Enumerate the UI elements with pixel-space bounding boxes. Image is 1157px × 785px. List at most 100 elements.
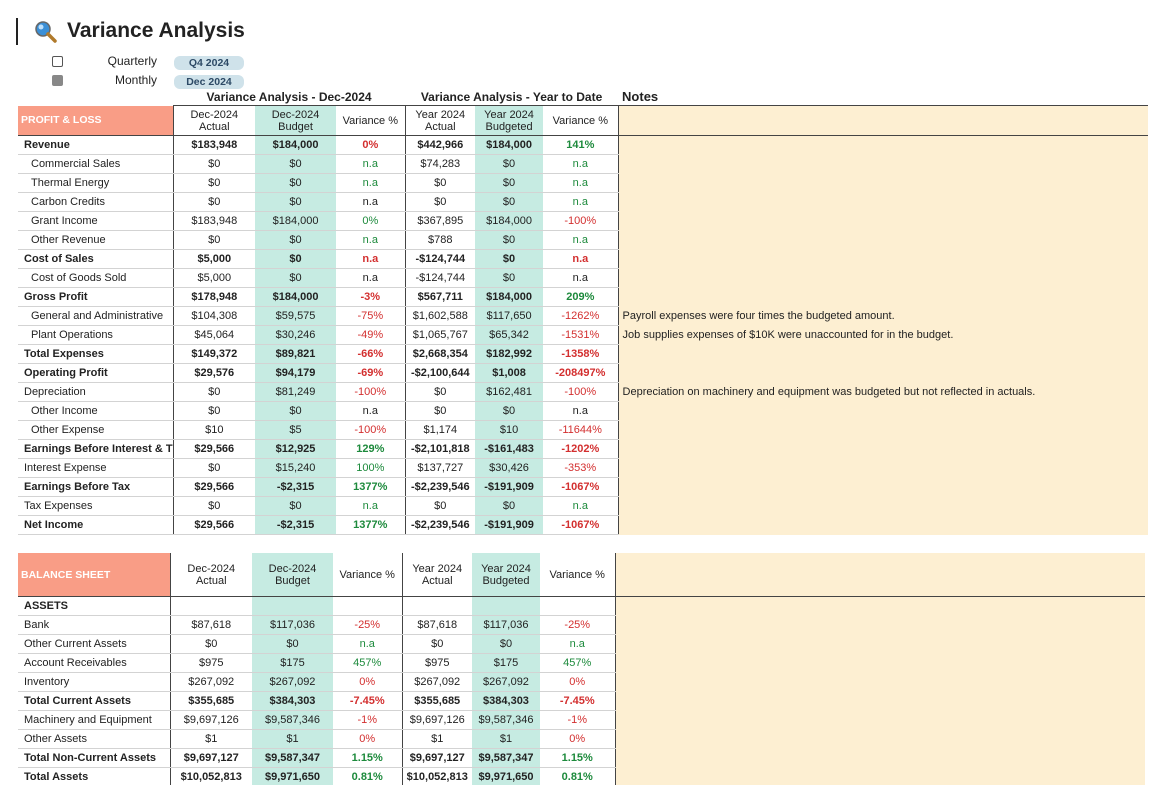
row-label: Depreciation bbox=[18, 382, 174, 402]
value-cell: $0 bbox=[475, 401, 544, 421]
row-label: Earnings Before Interest & T bbox=[18, 439, 174, 459]
note-cell bbox=[618, 154, 1149, 174]
value-cell: $9,587,347 bbox=[472, 748, 540, 768]
column-header-line: Variance % bbox=[339, 568, 395, 581]
row-label: Other Current Assets bbox=[18, 634, 171, 654]
value-cell: $0 bbox=[173, 458, 256, 478]
filter-row: Monthly Dec 2024 bbox=[52, 73, 252, 89]
column-header-line: Variance % bbox=[342, 114, 399, 127]
value-cell: $0 bbox=[475, 230, 544, 250]
value-cell: $9,697,126 bbox=[402, 710, 472, 730]
value-cell: $81,249 bbox=[255, 382, 337, 402]
group-header: Variance Analysis - Dec-2024 bbox=[173, 89, 406, 106]
column-header-line: Actual bbox=[421, 574, 453, 587]
value-cell bbox=[170, 596, 252, 616]
column-header: Variance % bbox=[333, 553, 403, 597]
section-title: BALANCE SHEET bbox=[18, 553, 171, 597]
row-label: Other Assets bbox=[18, 729, 171, 749]
variance-cell: 0% bbox=[333, 672, 403, 692]
section-title: PROFIT & LOSS bbox=[18, 105, 174, 136]
row-label: Other Revenue bbox=[18, 230, 174, 250]
variance-cell: n.a bbox=[543, 230, 619, 250]
value-cell: $267,092 bbox=[472, 672, 540, 692]
value-cell: $45,064 bbox=[173, 325, 256, 345]
value-cell: $267,092 bbox=[252, 672, 333, 692]
row-label: Operating Profit bbox=[18, 363, 174, 383]
checkbox[interactable] bbox=[52, 56, 63, 67]
value-cell: $384,303 bbox=[252, 691, 333, 711]
title-bar bbox=[16, 18, 18, 45]
row: Bank $87,618 $117,036 -25% $87,618 $117,036 -2… bbox=[18, 615, 1145, 635]
variance-cell: n.a bbox=[540, 634, 616, 654]
value-cell: -$124,744 bbox=[405, 249, 476, 269]
column-header-line: Year 2024 bbox=[481, 562, 531, 575]
row: Other Current Assets $0 $0 n.a $0 $0 n.a bbox=[18, 634, 1145, 654]
value-cell: $117,036 bbox=[252, 615, 333, 635]
value-cell: $788 bbox=[405, 230, 476, 250]
variance-cell: 0.81% bbox=[333, 767, 403, 785]
row: Other Assets $1 $1 0% $1 $1 0% bbox=[18, 729, 1145, 749]
row-label: Total Assets bbox=[18, 767, 171, 785]
row: Cost of Goods Sold $5,000 $0 n.a -$124,744 $0… bbox=[18, 268, 1149, 288]
row: Depreciation $0 $81,249 -100% $0 $162,481 -100… bbox=[18, 382, 1149, 402]
row: Other Income $0 $0 n.a $0 $0 n.a bbox=[18, 401, 1149, 421]
value-cell: $0 bbox=[255, 230, 337, 250]
value-cell: $149,372 bbox=[173, 344, 256, 364]
variance-cell: -1262% bbox=[543, 306, 619, 326]
variance-cell: n.a bbox=[543, 268, 619, 288]
note-cell bbox=[618, 249, 1149, 269]
note-cell bbox=[618, 230, 1149, 250]
value-cell: $1 bbox=[170, 729, 252, 749]
row: Revenue $183,948 $184,000 0% $442,966 $184,00… bbox=[18, 135, 1149, 155]
row-label: General and Administrative bbox=[18, 306, 174, 326]
variance-cell: n.a bbox=[336, 401, 406, 421]
value-cell: $0 bbox=[475, 496, 544, 516]
row: Net Income $29,566 -$2,315 1377% -$2,239,546… bbox=[18, 515, 1149, 535]
column-header-row: BALANCE SHEET Dec-2024 Actual Dec-2024 Budge… bbox=[18, 553, 1145, 597]
value-cell: $0 bbox=[252, 634, 333, 654]
value-cell: $0 bbox=[475, 192, 544, 212]
value-cell bbox=[472, 596, 540, 616]
value-cell: $0 bbox=[472, 634, 540, 654]
value-cell: $0 bbox=[173, 401, 256, 421]
variance-cell: -100% bbox=[336, 382, 406, 402]
column-header: Year 2024 Actual bbox=[405, 105, 476, 136]
value-cell: -$161,483 bbox=[475, 439, 544, 459]
column-header: Year 2024 Budgeted bbox=[472, 553, 540, 597]
variance-cell: -100% bbox=[336, 420, 406, 440]
row: Total Assets $10,052,813 $9,971,650 0.81% $1… bbox=[18, 767, 1145, 785]
column-header-row: PROFIT & LOSS Dec-2024 Actual Dec-2024 Budge… bbox=[18, 105, 1149, 136]
row: Cost of Sales $5,000 $0 n.a -$124,744 $0 n.a bbox=[18, 249, 1149, 269]
note-cell bbox=[615, 653, 1145, 673]
value-cell: $9,587,347 bbox=[252, 748, 333, 768]
notes-cell bbox=[615, 553, 1145, 597]
value-cell: -$2,239,546 bbox=[405, 477, 476, 497]
row: Gross Profit $178,948 $184,000 -3% $567,711 $… bbox=[18, 287, 1149, 307]
row-label: Net Income bbox=[18, 515, 174, 535]
value-cell: $183,948 bbox=[173, 211, 256, 231]
value-cell: $5,000 bbox=[173, 268, 256, 288]
row-label: Plant Operations bbox=[18, 325, 174, 345]
value-cell: $0 bbox=[255, 268, 337, 288]
row: Account Receivables $975 $175 457% $975 $175 4… bbox=[18, 653, 1145, 673]
filter-value[interactable]: Dec 2024 bbox=[174, 75, 244, 89]
column-header-line: Dec-2024 bbox=[190, 108, 239, 121]
variance-cell: -7.45% bbox=[540, 691, 616, 711]
value-cell: $0 bbox=[405, 173, 476, 193]
variance-cell: -1067% bbox=[543, 477, 619, 497]
value-cell: $0 bbox=[173, 173, 256, 193]
value-cell: $183,948 bbox=[173, 135, 256, 155]
checkbox[interactable] bbox=[52, 75, 63, 86]
row: Total Current Assets $355,685 $384,303 -7.4… bbox=[18, 691, 1145, 711]
filter-row: Quarterly Q4 2024 bbox=[52, 54, 252, 70]
row: Total Expenses $149,372 $89,821 -66% $2,668,… bbox=[18, 344, 1149, 364]
variance-cell: 457% bbox=[333, 653, 403, 673]
row-label: Commercial Sales bbox=[18, 154, 174, 174]
column-header-line: Budgeted bbox=[482, 574, 530, 587]
variance-cell: 0% bbox=[336, 135, 406, 155]
note-cell bbox=[618, 420, 1149, 440]
value-cell: $0 bbox=[475, 173, 544, 193]
row: ASSETS bbox=[18, 596, 1145, 616]
value-cell bbox=[402, 596, 472, 616]
filter-value[interactable]: Q4 2024 bbox=[174, 56, 244, 70]
